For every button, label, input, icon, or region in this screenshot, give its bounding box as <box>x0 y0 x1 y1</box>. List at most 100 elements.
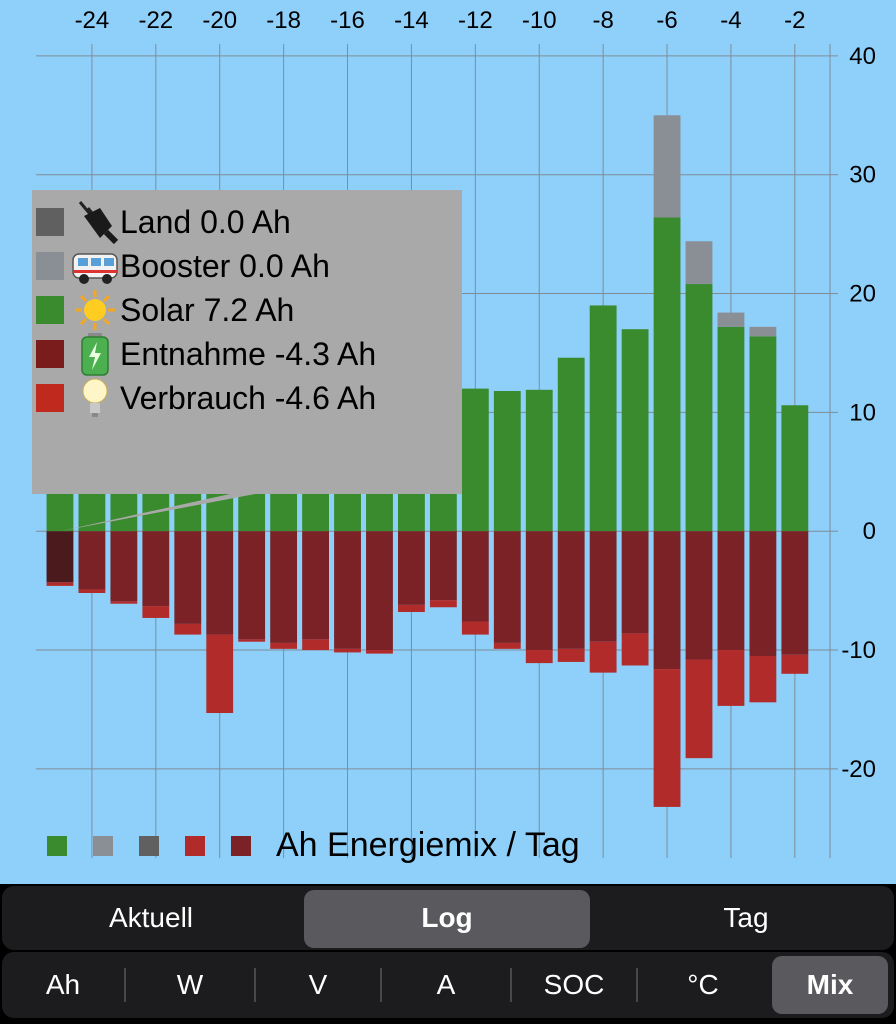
bar-verbrauch <box>685 659 713 759</box>
y-tick-label: 30 <box>849 162 876 189</box>
tab-celsius[interactable]: °C <box>687 969 719 1000</box>
bar-verbrauch <box>142 606 170 618</box>
bar-booster <box>749 326 777 337</box>
bar-verbrauch <box>781 654 809 674</box>
bar-solar <box>589 305 617 532</box>
bar-verbrauch <box>334 648 361 653</box>
separator <box>380 968 382 1002</box>
tab-v[interactable]: V <box>308 969 328 1000</box>
van-icon <box>70 244 120 288</box>
bar-verbrauch <box>461 621 489 635</box>
bar-entnahme <box>334 531 361 649</box>
bar-verbrauch <box>557 648 585 662</box>
tab-tag[interactable]: Tag <box>723 902 769 933</box>
y-tick-label: 20 <box>849 281 876 308</box>
bar-solar <box>685 284 713 532</box>
view-selected-indicator <box>304 890 590 948</box>
solar-swatch <box>36 296 64 324</box>
bar-verbrauch <box>749 655 777 703</box>
legend-swatch-land <box>139 836 159 856</box>
tooltip-solar-text: Solar 7.2 Ah <box>120 291 295 328</box>
tab-w[interactable]: W <box>176 969 204 1000</box>
x-tick-label: -24 <box>75 7 110 34</box>
tooltip-panel: Land 0.0 Ah Booster 0.0 Ah <box>32 190 462 494</box>
bar-verbrauch <box>78 589 106 594</box>
bar-booster <box>653 115 681 218</box>
tab-ah[interactable]: Ah <box>45 969 81 1000</box>
bar-entnahme <box>429 531 457 601</box>
bar-verbrauch <box>493 642 521 649</box>
legend-title: Ah Energiemix / Tag <box>276 826 580 864</box>
bar-verbrauch <box>525 650 553 664</box>
tooltip-row-booster: Booster 0.0 Ah <box>36 244 330 288</box>
bar-entnahme <box>781 531 809 655</box>
x-tick-label: -2 <box>784 7 805 34</box>
metric-segmented-control: Ah W V A SOC °C Mix <box>0 950 896 1024</box>
bar-verbrauch <box>429 600 457 608</box>
bar-solar <box>749 336 777 532</box>
x-tick-label: -18 <box>266 7 301 34</box>
x-tick-label: -20 <box>202 7 237 34</box>
tab-a[interactable]: A <box>436 969 456 1000</box>
sun-icon <box>70 288 120 332</box>
legend-swatch-verbrauch <box>185 836 205 856</box>
bar-booster <box>717 312 745 327</box>
metric-segment-track: Ah W V A SOC °C Mix <box>2 952 894 1018</box>
bar-entnahme <box>398 531 425 605</box>
bar-verbrauch <box>717 650 745 706</box>
x-tick-label: -8 <box>592 7 613 34</box>
tooltip-pointer <box>59 494 256 532</box>
chart-legend: Ah Energiemix / Tag <box>0 826 896 876</box>
bar-solar <box>717 326 745 532</box>
bar-solar <box>781 405 809 532</box>
bar-solar <box>461 388 489 532</box>
separator <box>636 968 638 1002</box>
bar-entnahme <box>46 531 74 583</box>
legend-swatch-booster <box>93 836 113 856</box>
bar-booster <box>685 241 713 285</box>
y-tick-label: 0 <box>863 518 876 545</box>
tooltip-row-verbrauch: Verbrauch -4.6 Ah <box>36 376 376 420</box>
tab-log[interactable]: Log <box>421 902 473 933</box>
entnahme-swatch <box>36 340 64 368</box>
bar-entnahme <box>589 531 617 642</box>
bar-entnahme <box>621 531 649 634</box>
tooltip-land-text: Land 0.0 Ah <box>120 203 291 240</box>
bar-solar <box>653 217 681 532</box>
x-tick-label: -16 <box>330 7 365 34</box>
view-segmented-control: Aktuell Log Tag <box>0 884 896 950</box>
verbrauch-swatch <box>36 384 64 412</box>
land-swatch <box>36 208 64 236</box>
x-tick-label: -14 <box>394 7 429 34</box>
tooltip-row-entnahme: Entnahme -4.3 Ah <box>36 332 376 376</box>
bar-entnahme <box>270 531 298 643</box>
bar-entnahme <box>653 531 681 670</box>
bar-entnahme <box>685 531 713 660</box>
tab-soc[interactable]: SOC <box>543 969 605 1000</box>
separator <box>510 968 512 1002</box>
bar-solar <box>493 390 521 532</box>
y-tick-label: 10 <box>849 399 876 426</box>
bar-verbrauch <box>366 650 393 654</box>
tooltip-row-solar: Solar 7.2 Ah <box>36 288 294 332</box>
tab-aktuell[interactable]: Aktuell <box>108 902 194 933</box>
bar-entnahme <box>142 531 170 607</box>
bar-verbrauch <box>398 604 425 613</box>
bar-entnahme <box>110 531 138 602</box>
bar-verbrauch <box>653 669 681 807</box>
bar-entnahme <box>461 531 489 622</box>
bar-verbrauch <box>302 639 329 651</box>
tab-mix[interactable]: Mix <box>806 969 854 1000</box>
bar-verbrauch <box>110 601 138 604</box>
bar-verbrauch <box>174 623 202 635</box>
x-tick-label: -22 <box>138 7 173 34</box>
bar-entnahme <box>525 531 553 651</box>
separator <box>254 968 256 1002</box>
bar-entnahme <box>749 531 777 656</box>
legend-swatch-entnahme <box>231 836 251 856</box>
bar-entnahme <box>366 531 393 651</box>
x-tick-label: -10 <box>522 7 557 34</box>
bar-solar <box>525 389 553 532</box>
legend-swatch-solar <box>47 836 67 856</box>
booster-swatch <box>36 252 64 280</box>
